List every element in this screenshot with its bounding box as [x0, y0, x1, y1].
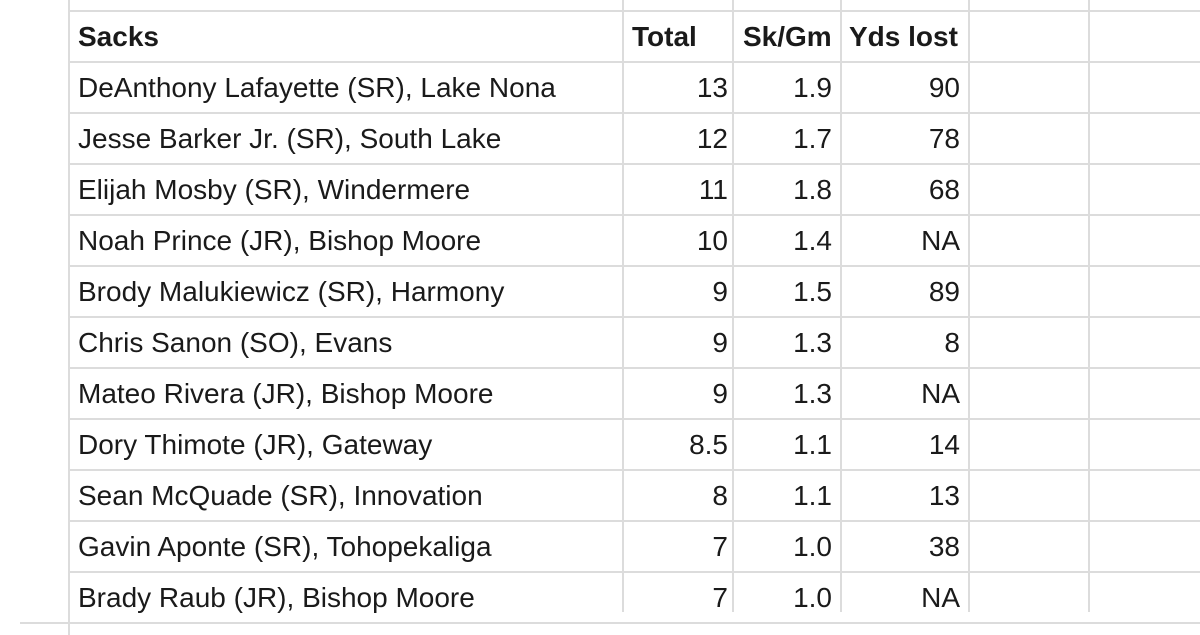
- cell-player[interactable]: Chris Sanon (SO), Evans: [78, 327, 393, 358]
- cell-sk-gm[interactable]: 1.5: [793, 276, 832, 307]
- cell-yds-lost[interactable]: NA: [921, 378, 960, 409]
- header-cell-total[interactable]: Total: [632, 21, 697, 52]
- cell-yds-lost[interactable]: NA: [921, 582, 960, 613]
- cell-sk-gm[interactable]: 1.0: [793, 531, 832, 562]
- cell-yds-lost[interactable]: 8: [944, 327, 960, 358]
- cell-sk-gm[interactable]: 1.7: [793, 123, 832, 154]
- cell-total[interactable]: 9: [712, 276, 728, 307]
- table-row: Noah Prince (JR), Bishop Moore 10 1.4 NA: [0, 216, 1200, 266]
- cell-total[interactable]: 7: [712, 582, 728, 613]
- cell-total[interactable]: 7: [712, 531, 728, 562]
- cell-yds-lost[interactable]: 14: [928, 429, 960, 460]
- cell-player[interactable]: Gavin Aponte (SR), Tohopekaliga: [78, 531, 492, 562]
- cell-yds-lost[interactable]: 78: [928, 123, 960, 154]
- cell-yds-lost[interactable]: 68: [928, 174, 960, 205]
- header-cell-yds-lost[interactable]: Yds lost: [849, 21, 958, 52]
- table-row: DeAnthony Lafayette (SR), Lake Nona 13 1…: [0, 63, 1200, 113]
- cell-total[interactable]: 12: [696, 123, 728, 154]
- header-cell-sacks[interactable]: Sacks: [78, 21, 159, 52]
- cell-player[interactable]: Elijah Mosby (SR), Windermere: [78, 174, 471, 205]
- cell-total[interactable]: 9: [712, 327, 728, 358]
- cell-player[interactable]: Dory Thimote (JR), Gateway: [78, 429, 433, 460]
- cell-player[interactable]: Jesse Barker Jr. (SR), South Lake: [78, 123, 502, 154]
- cell-player[interactable]: Noah Prince (JR), Bishop Moore: [78, 225, 482, 256]
- table-row: Jesse Barker Jr. (SR), South Lake 12 1.7…: [0, 114, 1200, 164]
- table-row: Sean McQuade (SR), Innovation 8 1.1 13: [0, 471, 1200, 521]
- table-row: Gavin Aponte (SR), Tohopekaliga 7 1.0 38: [0, 522, 1200, 572]
- cell-sk-gm[interactable]: 1.9: [793, 72, 832, 103]
- cell-yds-lost[interactable]: NA: [921, 225, 960, 256]
- header-row: Sacks Total Sk/Gm Yds lost: [0, 12, 1200, 62]
- cell-total[interactable]: 11: [698, 174, 728, 205]
- cell-total[interactable]: 10: [696, 225, 728, 256]
- header-cell-sk-gm[interactable]: Sk/Gm: [743, 21, 832, 52]
- cell-sk-gm[interactable]: 1.3: [793, 327, 832, 358]
- cell-yds-lost[interactable]: 38: [928, 531, 960, 562]
- cell-player[interactable]: Brody Malukiewicz (SR), Harmony: [78, 276, 505, 307]
- cell-total[interactable]: 13: [696, 72, 728, 103]
- table-row: Brady Raub (JR), Bishop Moore 7 1.0 NA: [0, 573, 1200, 623]
- cell-yds-lost[interactable]: 89: [928, 276, 960, 307]
- cell-player[interactable]: Sean McQuade (SR), Innovation: [78, 480, 483, 511]
- cell-total[interactable]: 8: [712, 480, 728, 511]
- cell-yds-lost[interactable]: 13: [928, 480, 960, 511]
- cell-player[interactable]: Mateo Rivera (JR), Bishop Moore: [78, 378, 494, 409]
- cell-sk-gm[interactable]: 1.8: [793, 174, 832, 205]
- cell-sk-gm[interactable]: 1.1: [793, 480, 832, 511]
- cell-sk-gm[interactable]: 1.4: [793, 225, 832, 256]
- table-row: Chris Sanon (SO), Evans 9 1.3 8: [0, 318, 1200, 368]
- cell-sk-gm[interactable]: 1.3: [793, 378, 832, 409]
- cell-player[interactable]: Brady Raub (JR), Bishop Moore: [78, 582, 475, 613]
- table-row: Elijah Mosby (SR), Windermere 11 1.8 68: [0, 165, 1200, 215]
- cell-yds-lost[interactable]: 90: [928, 72, 960, 103]
- cell-total[interactable]: 8.5: [689, 429, 728, 460]
- cell-sk-gm[interactable]: 1.0: [793, 582, 832, 613]
- table-row: Mateo Rivera (JR), Bishop Moore 9 1.3 NA: [0, 369, 1200, 419]
- table-row: Dory Thimote (JR), Gateway 8.5 1.1 14: [0, 420, 1200, 470]
- table-row: Brody Malukiewicz (SR), Harmony 9 1.5 89: [0, 267, 1200, 317]
- cell-sk-gm[interactable]: 1.1: [793, 429, 832, 460]
- cell-player[interactable]: DeAnthony Lafayette (SR), Lake Nona: [78, 72, 556, 103]
- cell-total[interactable]: 9: [712, 378, 728, 409]
